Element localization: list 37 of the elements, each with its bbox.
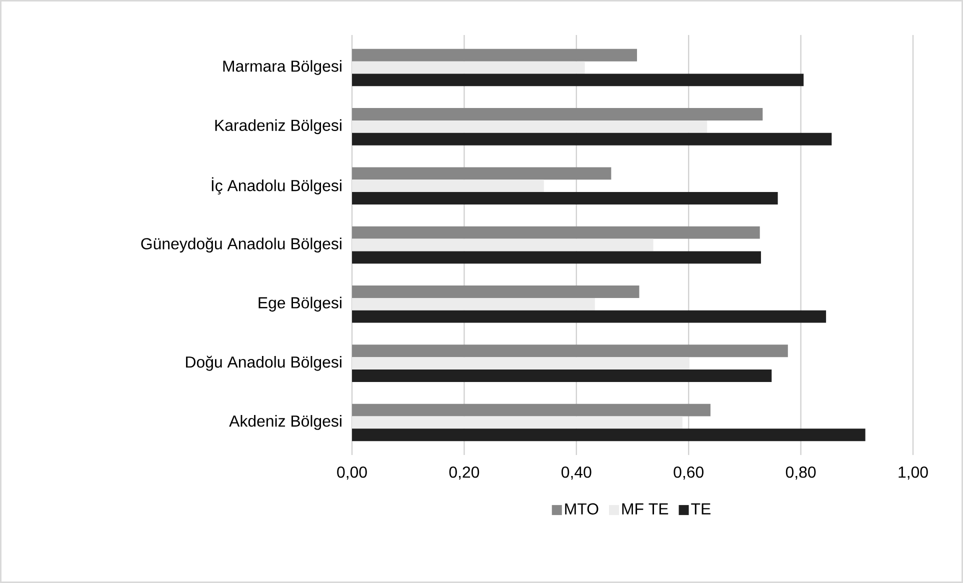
- bar: [352, 416, 682, 429]
- y-tick-label: Marmara Bölgesi: [223, 60, 342, 75]
- y-tick-label: Karadeniz Bölgesi: [215, 119, 342, 134]
- y-tick-label: Akdeniz Bölgesi: [229, 415, 342, 430]
- y-tick-label: İç Anadolu Bölgesi: [212, 177, 342, 194]
- legend-label: MTO: [565, 503, 598, 515]
- bar: [352, 428, 866, 442]
- bar: [352, 370, 772, 382]
- bar: [352, 404, 710, 416]
- bar: [352, 180, 544, 192]
- bar: [352, 132, 832, 146]
- bar: [352, 344, 788, 358]
- bar: [352, 192, 778, 204]
- y-tick-label: Ege Bölgesi: [258, 296, 342, 312]
- bar: [352, 108, 763, 120]
- x-tick-label: 1,00: [898, 466, 928, 480]
- x-tick-label: 0,20: [449, 466, 480, 480]
- bar: [352, 298, 595, 310]
- bar: [352, 251, 761, 264]
- legend-label: MF TE: [622, 503, 668, 514]
- bar: [352, 74, 804, 86]
- bar: [352, 48, 637, 62]
- bar: [352, 357, 690, 370]
- y-tick-label: Doğu Anadolu Bölgesi: [186, 356, 342, 371]
- x-tick-label: 0,60: [674, 466, 704, 480]
- bar: [352, 226, 760, 239]
- bar: [352, 238, 654, 252]
- legend-label: TE: [691, 503, 710, 514]
- bar: [352, 120, 708, 133]
- bar: [352, 286, 640, 298]
- bar: [352, 61, 585, 74]
- x-tick-label: 0,00: [337, 466, 367, 480]
- x-tick-label: 0,80: [786, 466, 816, 480]
- y-tick-label: Güneydoğu Anadolu Bölgesi: [141, 237, 342, 253]
- x-tick-label: 0,40: [562, 466, 592, 480]
- bar: [352, 310, 826, 323]
- bar: [352, 167, 612, 180]
